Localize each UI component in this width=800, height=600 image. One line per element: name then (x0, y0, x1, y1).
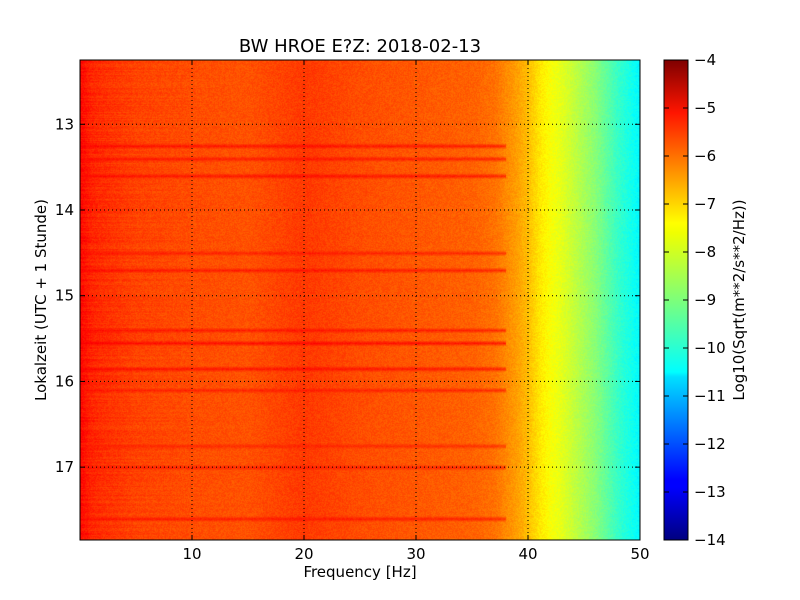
heatmap-area (80, 60, 640, 540)
colorbar-tick-label: −4 (694, 51, 716, 69)
x-axis-ticks: 10 20 30 40 50 (182, 60, 650, 563)
y-axis-ticks: 13 14 15 16 17 (55, 115, 640, 476)
colorbar-tick-label: −14 (694, 531, 726, 549)
colorbar-tick-label: −7 (694, 195, 716, 213)
y-tick-label: 13 (55, 115, 74, 133)
x-tick-label: 40 (518, 545, 537, 563)
x-tick-label: 30 (406, 545, 425, 563)
x-tick-label: 50 (630, 545, 649, 563)
grid (80, 60, 640, 540)
x-tick-label: 20 (294, 545, 313, 563)
colorbar-tick-label: −13 (694, 483, 726, 501)
colorbar-tick-label: −11 (694, 387, 726, 405)
colorbar-tick-label: −5 (694, 99, 716, 117)
colorbar-tick-label: −12 (694, 435, 726, 453)
plot-frame (79, 59, 641, 541)
colorbar-tick-label: −9 (694, 291, 716, 309)
spectrogram-image (80, 60, 640, 540)
y-tick-label: 15 (55, 287, 74, 305)
y-tick-label: 14 (55, 201, 74, 219)
y-tick-label: 16 (55, 372, 74, 390)
y-axis-label: Lokalzeit (UTC + 1 Stunde) (32, 199, 50, 401)
colorbar-tick-label: −10 (694, 339, 726, 357)
colorbar-ticks: −4 −5 −6 −7 −8 −9 −10 −11 −12 −13 −14 (664, 51, 726, 549)
x-axis-label: Frequency [Hz] (303, 563, 416, 581)
y-tick-label: 17 (55, 458, 74, 476)
colorbar-tick-label: −6 (694, 147, 716, 165)
colorbar: −4 −5 −6 −7 −8 −9 −10 −11 −12 −13 −14 Log10(Sqrt(m… (663, 51, 748, 549)
x-tick-label: 10 (182, 545, 201, 563)
colorbar-label: Log10(Sqrt(m**2/s**2/Hz)) (730, 199, 748, 400)
chart-title: BW HROE E?Z: 2018-02-13 (239, 36, 481, 57)
colorbar-tick-label: −8 (694, 243, 716, 261)
